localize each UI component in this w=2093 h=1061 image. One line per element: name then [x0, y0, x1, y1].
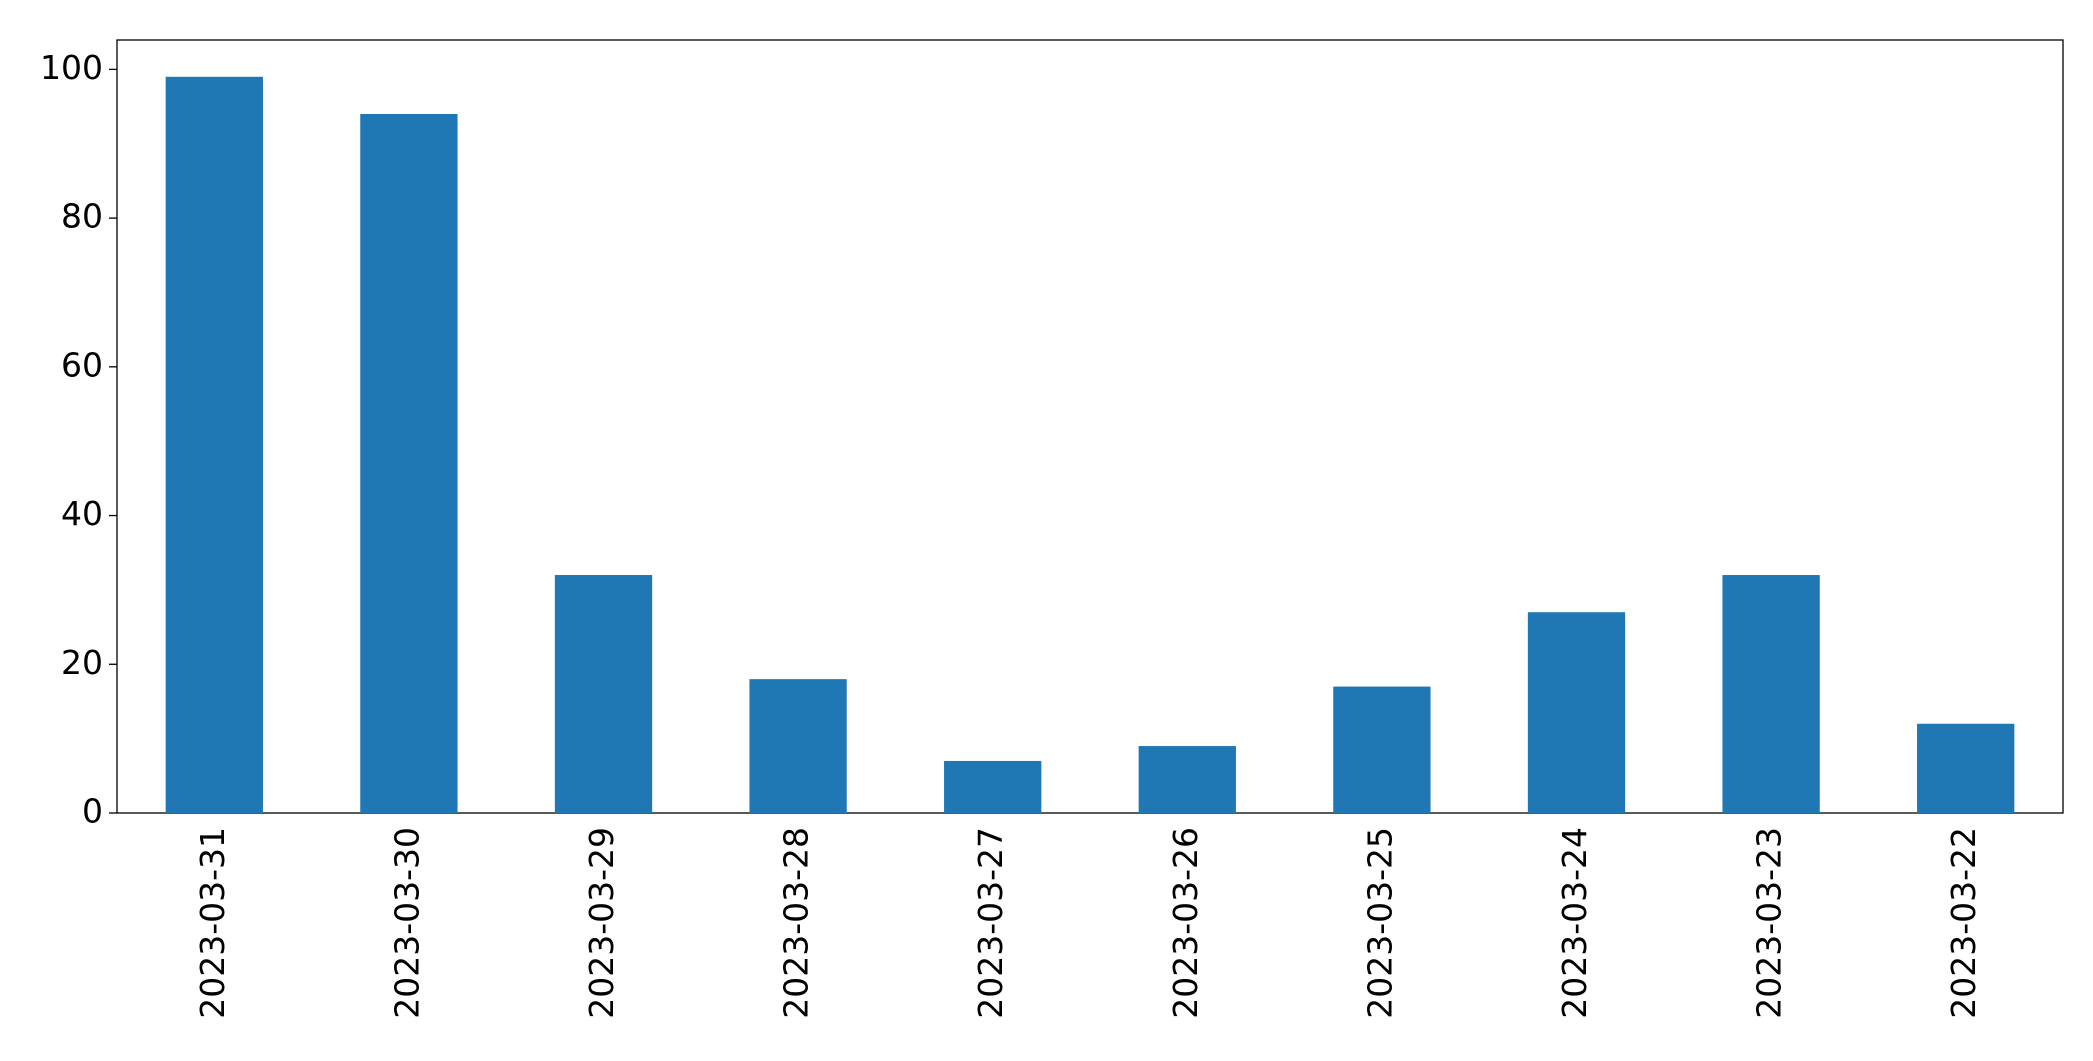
- y-tick-label: 100: [40, 48, 103, 87]
- bar: [1527, 612, 1626, 813]
- x-tick-label: 2023-03-26: [1166, 827, 1205, 1019]
- x-tick-label: 2023-03-30: [387, 827, 426, 1019]
- bar: [360, 113, 458, 814]
- bar: [1138, 746, 1236, 813]
- bar: [554, 575, 653, 813]
- x-tick-label: 2023-03-22: [1944, 827, 1983, 1019]
- y-tick-label: 20: [61, 643, 103, 682]
- x-tick-label: 2023-03-23: [1750, 827, 1789, 1019]
- bar: [1722, 575, 1820, 813]
- plot-frame: [116, 39, 2064, 814]
- y-tick-label: 40: [61, 494, 103, 533]
- bar: [165, 76, 263, 814]
- x-tick-label: 2023-03-28: [777, 827, 816, 1019]
- x-tick-label: 2023-03-29: [582, 827, 621, 1019]
- x-tick-label: 2023-03-24: [1555, 827, 1594, 1019]
- bar: [749, 679, 847, 813]
- x-tick-label: 2023-03-27: [971, 827, 1010, 1019]
- y-tick-label: 60: [61, 345, 103, 384]
- bar: [1333, 686, 1431, 813]
- bar: [1917, 723, 2015, 813]
- bar: [944, 760, 1042, 813]
- x-tick-label: 2023-03-25: [1360, 827, 1399, 1019]
- y-tick-label: 0: [82, 792, 103, 831]
- x-tick-label: 2023-03-31: [193, 827, 232, 1019]
- y-tick-label: 80: [61, 197, 103, 236]
